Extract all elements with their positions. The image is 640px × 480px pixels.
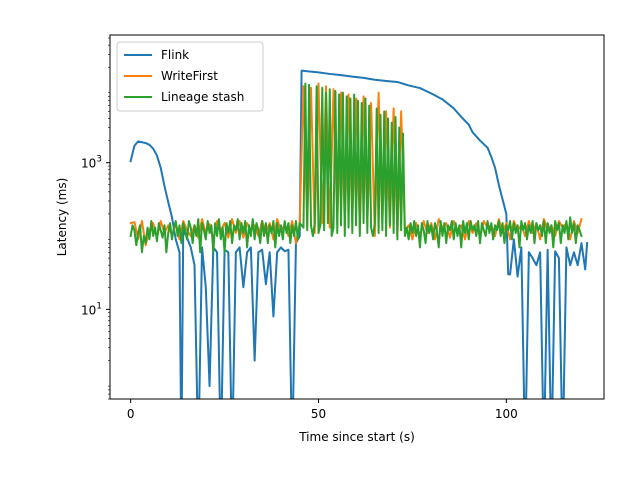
x-tick-label: 50 — [311, 407, 326, 421]
x-axis: 0 50 100 — [127, 399, 518, 421]
series-group — [129, 69, 589, 399]
y-axis-label: Latency (ms) — [55, 178, 69, 257]
x-tick-label: 0 — [127, 407, 135, 421]
legend-label-1: WriteFirst — [161, 69, 218, 83]
legend-label-0: Flink — [161, 48, 189, 62]
y-axis: 101 103 — [81, 37, 110, 400]
legend-frame — [116, 41, 264, 112]
series-line-2 — [129, 82, 583, 254]
y-tick-label: 103 — [81, 155, 102, 171]
x-axis-label: Time since start (s) — [298, 430, 415, 444]
plot-frame — [109, 34, 605, 400]
y-tick-label: 101 — [81, 301, 102, 317]
x-tick-label: 100 — [495, 407, 518, 421]
legend-label-2: Lineage stash — [161, 90, 244, 104]
legend: Flink WriteFirst Lineage stash — [116, 41, 264, 112]
